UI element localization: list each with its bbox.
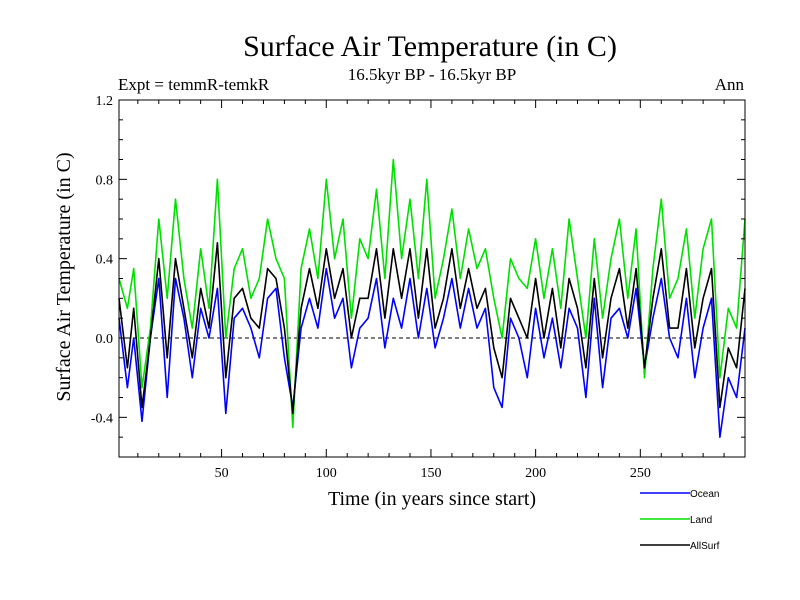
legend: Ocean Land AllSurf (640, 489, 720, 552)
legend-label-allsurf: AllSurf (690, 541, 720, 552)
chart-title: Surface Air Temperature (in C) (243, 30, 617, 63)
series-line-ocean (118, 267, 746, 439)
x-tick-label: 50 (215, 466, 229, 481)
x-tick-label: 200 (525, 466, 546, 481)
season-label: Ann (715, 75, 745, 94)
series-line-land (118, 158, 746, 429)
period-label: 16.5kyr BP - 16.5kyr BP (348, 65, 516, 84)
plot-area: 50 100 150 200 250 -0.4 0.0 0.4 0.8 1.2 (91, 94, 746, 481)
y-axis-label: Surface Air Temperature (in C) (53, 152, 75, 401)
y-tick-label: 1.2 (96, 94, 114, 109)
experiment-label: Expt = temmR-temkR (118, 75, 270, 94)
y-tick-label: 0.8 (96, 173, 114, 188)
x-axis-label: Time (in years since start) (328, 488, 536, 510)
x-tick-label: 150 (420, 466, 441, 481)
plot-frame (118, 99, 746, 458)
x-tick-label: 100 (316, 466, 337, 481)
legend-label-land: Land (690, 515, 712, 526)
legend-label-ocean: Ocean (690, 489, 719, 500)
y-tick-label: 0.0 (96, 332, 114, 347)
y-tick-label: 0.4 (96, 253, 114, 268)
series-line-allsurf (118, 242, 746, 415)
y-tick-label: -0.4 (91, 411, 113, 426)
x-tick-label: 250 (630, 466, 651, 481)
